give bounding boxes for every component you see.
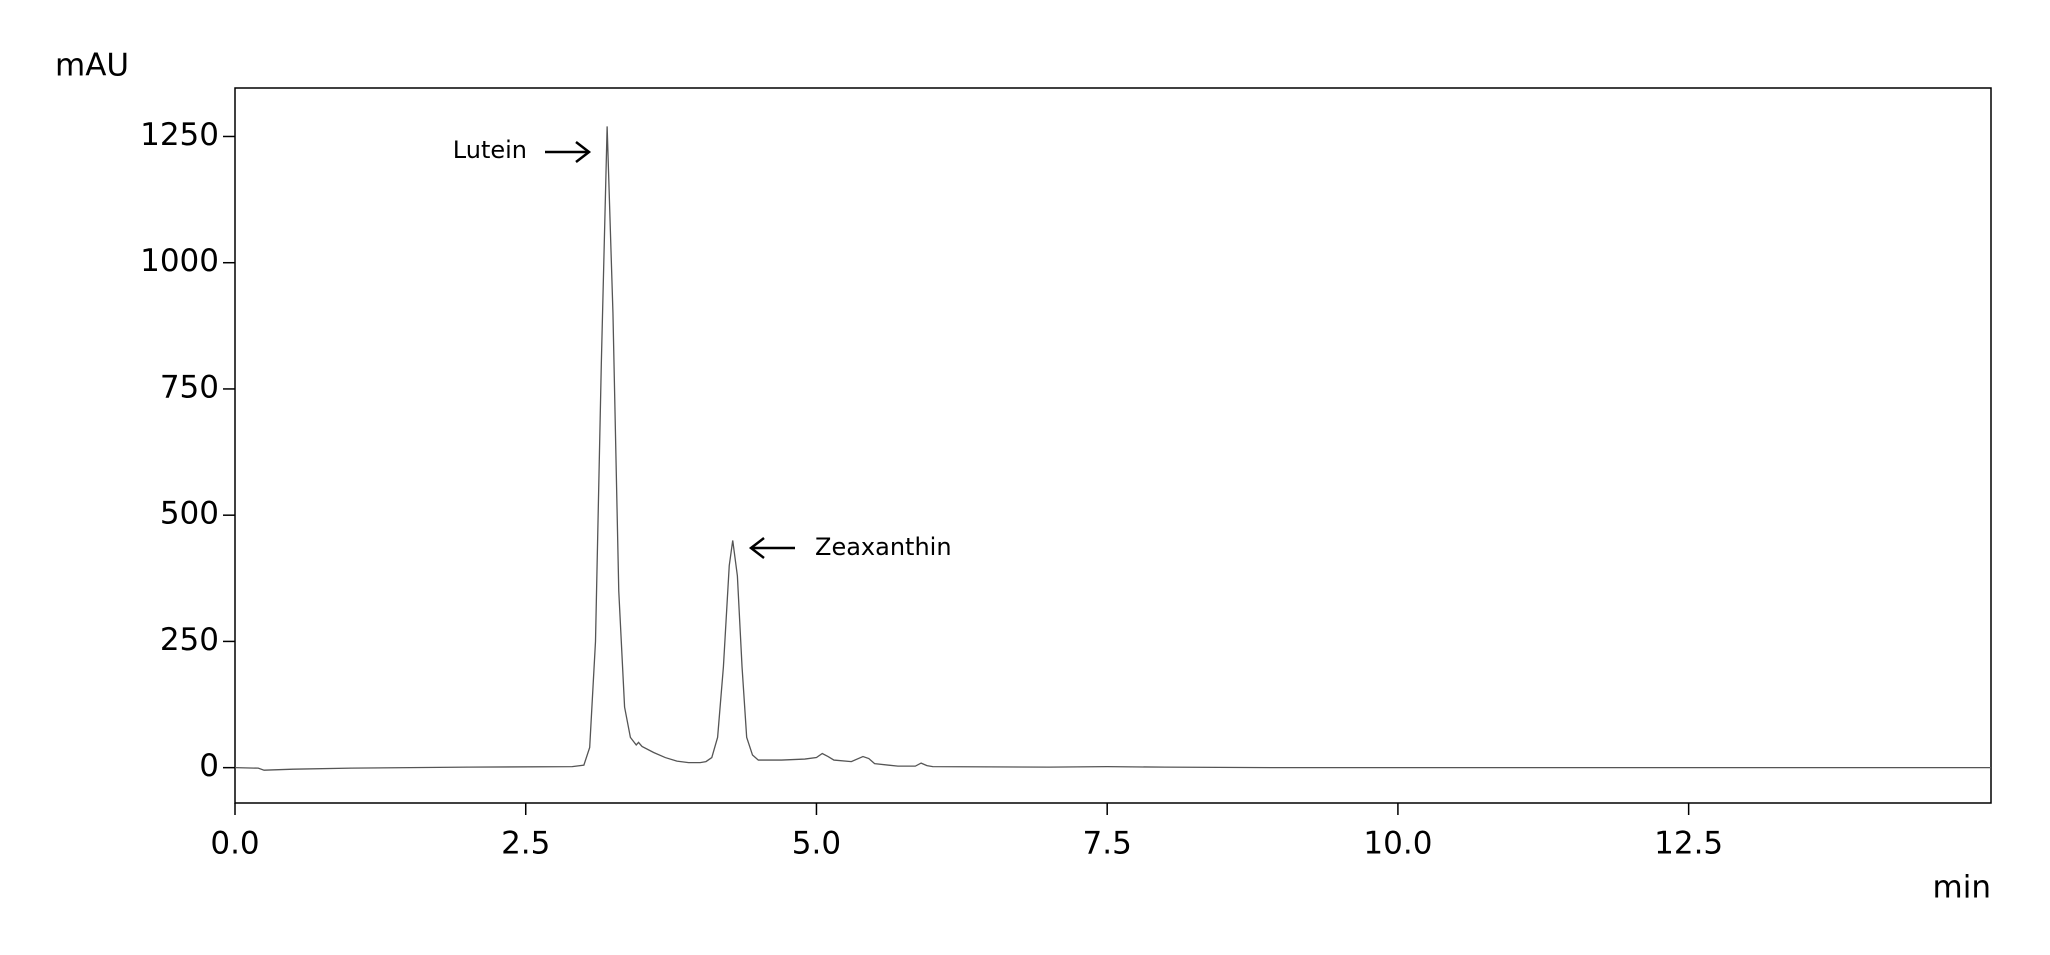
y-axis-label: mAU: [55, 48, 129, 84]
chromatogram-line: [234, 126, 1991, 771]
x-axis-label: min: [1933, 870, 1991, 906]
annotation: Zeaxanthin: [815, 533, 952, 561]
x-tick-label: 10.0: [1363, 826, 1432, 862]
annotation-arrow: [748, 537, 795, 559]
x-tick-label: 5.0: [792, 826, 841, 862]
y-tick-label: 1000: [140, 243, 219, 279]
y-tick-label: 500: [160, 496, 219, 532]
x-tick-label: 12.5: [1654, 826, 1723, 862]
x-tick-label: 7.5: [1083, 826, 1132, 862]
y-tick-label: 0: [199, 748, 219, 784]
y-tick-label: 750: [160, 369, 219, 405]
x-tick-label: 0.0: [210, 826, 259, 862]
plot-frame: [234, 87, 1992, 804]
x-tick-label: 2.5: [501, 826, 550, 862]
y-tick-label: 1250: [140, 117, 219, 153]
y-tick-label: 250: [160, 622, 219, 658]
annotation: Lutein: [453, 136, 527, 164]
annotation-arrow: [545, 141, 592, 163]
